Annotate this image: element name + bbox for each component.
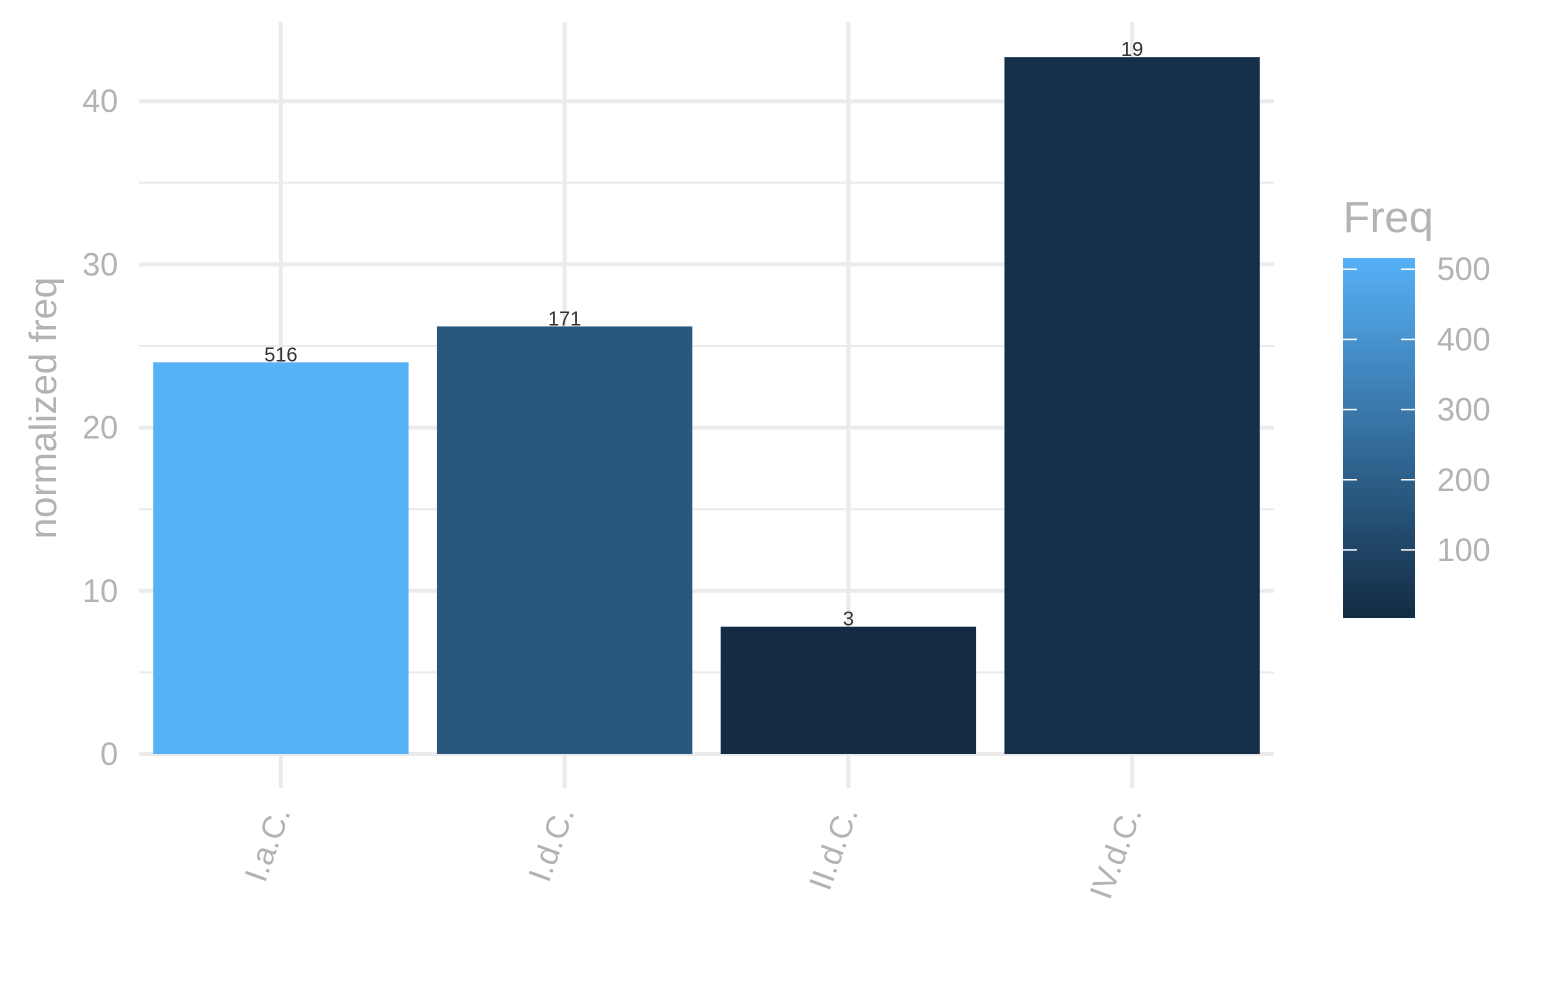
bars	[153, 57, 1260, 755]
legend-tick-label: 300	[1437, 392, 1490, 428]
x-tick-label: II.d.C.	[802, 802, 865, 895]
bar-II.d.C.	[720, 626, 977, 754]
color-legend: Freq 100 200 300 400 500	[1343, 193, 1490, 618]
x-tick-label: I.a.C.	[237, 802, 297, 886]
bar-I.d.C.	[436, 326, 693, 754]
y-tick-label: 10	[82, 573, 118, 609]
bar-value-label: 516	[264, 344, 297, 366]
y-tick-label: 20	[82, 410, 118, 446]
legend-colorbar	[1343, 258, 1415, 618]
bar-I.a.C.	[153, 362, 409, 754]
legend-tick-label: 500	[1437, 251, 1490, 287]
legend-ticks: 100 200 300 400 500	[1343, 251, 1490, 568]
y-axis-title: normalized freq	[23, 277, 65, 539]
x-tick-label: IV.d.C.	[1082, 802, 1148, 903]
legend-tick-label: 100	[1437, 532, 1490, 568]
y-axis: 0 10 20 30 40	[82, 83, 118, 772]
bar-value-label: 19	[1121, 39, 1143, 61]
bar-value-label: 171	[548, 308, 581, 330]
legend-tick-label: 200	[1437, 462, 1490, 498]
x-tick-label: I.d.C.	[521, 802, 581, 886]
bar-IV.d.C.	[1004, 57, 1260, 755]
data-labels: 516 171 3 19	[264, 39, 1143, 631]
y-tick-label: 40	[82, 83, 118, 119]
bar-value-label: 3	[843, 609, 854, 631]
legend-title: Freq	[1343, 193, 1433, 242]
x-axis: I.a.C. I.d.C. II.d.C. IV.d.C.	[237, 802, 1148, 903]
legend-tick-label: 400	[1437, 321, 1490, 357]
y-tick-label: 0	[100, 736, 118, 772]
y-tick-label: 30	[82, 246, 118, 282]
